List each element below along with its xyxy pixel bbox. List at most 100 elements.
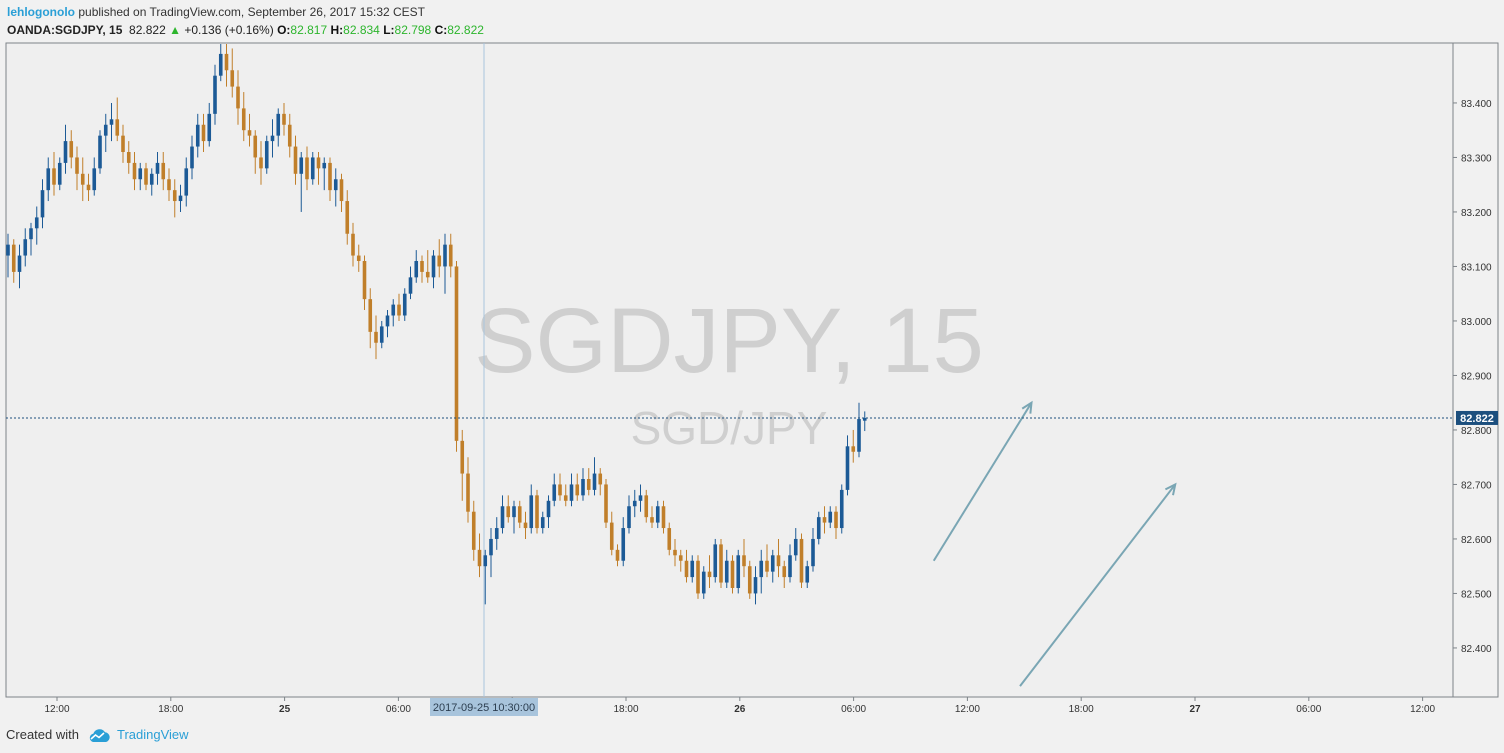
candle-body — [477, 549, 482, 567]
tradingview-brand[interactable]: TradingView — [116, 727, 189, 742]
candle-body — [713, 544, 718, 578]
published-text: published on TradingView.com, September … — [78, 5, 426, 19]
candle — [425, 250, 430, 283]
x-axis-ticks: 12:00 18:00 25 06:00 12:00 18:00 26 06:00 12:00 1… — [44, 697, 1436, 715]
candle-body — [552, 484, 557, 501]
price-axis[interactable] — [1452, 42, 1499, 698]
candle-body — [276, 113, 281, 136]
candle — [627, 495, 631, 534]
candle-body — [862, 417, 867, 421]
candle — [310, 152, 315, 185]
publish-info: lehlogonolo published on TradingView.com… — [7, 5, 425, 19]
candle — [287, 113, 292, 158]
candle-body — [425, 271, 430, 278]
candle-body — [661, 506, 666, 529]
x-tick-label: 12:00 — [955, 704, 980, 715]
candle — [753, 566, 758, 605]
candle-body — [356, 255, 361, 261]
candle — [437, 239, 442, 278]
candle-body — [201, 124, 206, 142]
candle-body — [109, 119, 114, 125]
candle — [11, 239, 16, 283]
plot-area[interactable] — [5, 42, 1454, 698]
candle — [799, 533, 804, 588]
candle-body — [500, 506, 505, 529]
candle — [299, 152, 304, 212]
candle — [351, 222, 355, 267]
candle-body — [178, 195, 183, 202]
candle-body — [834, 511, 838, 529]
author-link[interactable]: lehlogonolo — [7, 5, 75, 19]
candle — [270, 119, 275, 158]
candle — [29, 222, 33, 256]
candle — [816, 511, 821, 545]
trend-arrow[interactable] — [932, 400, 1033, 562]
low-label: L: — [383, 23, 395, 37]
footer: Created with TradingView — [6, 727, 189, 743]
candle — [724, 549, 729, 588]
candle — [86, 173, 91, 202]
candle-body — [673, 549, 677, 556]
candle — [483, 549, 488, 605]
trend-arrows[interactable] — [932, 400, 1177, 687]
candle-body — [333, 179, 338, 191]
symbol-name[interactable]: OANDA:SGDJPY, 15 — [7, 23, 123, 37]
candle-body — [17, 255, 22, 272]
candle-body — [92, 168, 97, 191]
candle-body — [408, 277, 413, 294]
candle — [477, 533, 482, 578]
candle — [742, 538, 746, 578]
candle — [523, 511, 528, 539]
candle-body — [581, 479, 585, 496]
candle — [40, 179, 45, 229]
candle-body — [684, 560, 689, 578]
candle-body — [6, 244, 10, 256]
candle — [241, 92, 246, 142]
candle-body — [368, 299, 373, 332]
candle-body — [839, 489, 844, 529]
candle — [730, 555, 735, 594]
candle — [517, 500, 522, 529]
candle-body — [121, 135, 125, 152]
candle-body — [29, 228, 33, 240]
arrow-shaft[interactable] — [932, 402, 1033, 562]
candle — [563, 484, 568, 507]
candle — [805, 560, 810, 588]
candle — [851, 429, 856, 463]
candle-body — [678, 555, 683, 561]
candle — [201, 113, 206, 152]
candle-body — [190, 146, 194, 169]
candle-body — [655, 506, 660, 523]
candle-body — [213, 75, 217, 114]
candle-body — [563, 495, 568, 501]
candle-body — [402, 293, 407, 316]
candle-body — [282, 113, 286, 125]
candle — [759, 549, 764, 594]
arrow-shaft[interactable] — [1019, 483, 1177, 687]
candle-body — [615, 549, 620, 561]
candle-body — [34, 217, 39, 229]
candle — [592, 457, 597, 496]
candle — [213, 64, 217, 125]
candle-body — [270, 135, 275, 142]
watermark-sub: SGD/JPY — [631, 402, 828, 454]
candle-body — [598, 473, 603, 485]
candle-body — [690, 560, 695, 578]
candle — [811, 528, 815, 572]
candle — [512, 500, 516, 534]
candle — [471, 500, 476, 561]
candle-body — [770, 555, 775, 572]
candle-body — [650, 517, 654, 523]
candle-body — [667, 528, 672, 550]
last-price: 82.822 — [129, 23, 166, 37]
y-tick-label: 82.700 — [1461, 480, 1492, 491]
candle — [305, 146, 309, 191]
candle-body — [167, 179, 171, 191]
candle — [379, 320, 384, 349]
candle — [793, 528, 798, 561]
trend-arrow[interactable] — [1019, 482, 1177, 687]
y-tick-label: 83.100 — [1461, 262, 1492, 273]
candle — [46, 157, 51, 202]
x-tick-label: 18:00 — [1069, 704, 1094, 715]
